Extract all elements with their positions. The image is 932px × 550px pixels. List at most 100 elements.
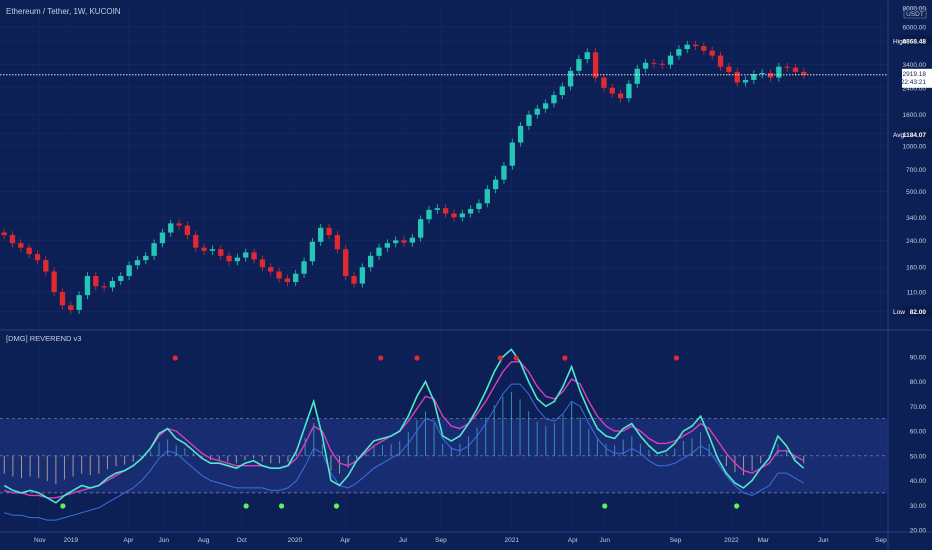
candle-body [293, 273, 299, 283]
candle-body [484, 189, 490, 204]
candle-body [567, 70, 574, 87]
candle-body [309, 241, 316, 262]
candle-body [576, 59, 582, 71]
candle-body [442, 208, 449, 214]
candle-body [376, 247, 382, 256]
oscillator-tick-label: 40.00 [910, 478, 927, 485]
price-tick-label: 1000.00 [903, 143, 927, 150]
bar-countdown-label: 22:43:21 [901, 79, 927, 86]
candle-body [501, 165, 507, 180]
candle-body [592, 52, 599, 78]
time-tick-label: 2019 [64, 537, 79, 544]
bottom-signal-dot [333, 503, 340, 509]
oscillator-tick-label: 70.00 [910, 404, 927, 411]
candle-body [401, 240, 407, 243]
currency-badge[interactable] [903, 7, 927, 19]
candle-body [59, 292, 66, 306]
price-tick-label: 700.00 [906, 167, 926, 174]
candle-body [109, 280, 116, 288]
candle-body [751, 74, 757, 80]
candle-body [368, 255, 374, 268]
time-tick-label: Jun [159, 537, 170, 544]
marker-box [902, 128, 932, 140]
candle-body [551, 95, 557, 104]
marker-value: 82.00 [910, 309, 927, 316]
time-tick-label: Mar [758, 537, 770, 544]
candle-body [526, 114, 532, 126]
bottom-signal-dot [278, 503, 285, 509]
marker-label: Low [893, 309, 905, 316]
candle-body [359, 267, 366, 284]
candle-body [451, 213, 457, 218]
candle-body [151, 243, 157, 256]
candle-body [792, 67, 799, 72]
top-signal-dot [497, 355, 503, 361]
top-signal-dot [414, 355, 420, 361]
candle-body [601, 77, 607, 88]
candle-body [26, 247, 32, 255]
price-tick-label: 340.00 [906, 215, 926, 222]
candle-body [343, 249, 349, 277]
candle-body [467, 209, 474, 214]
bottom-signal-dot [243, 503, 249, 509]
candle-body [326, 227, 332, 236]
marker-box [902, 34, 932, 46]
marker-label: Avg [893, 132, 904, 139]
candle-body [759, 72, 765, 75]
candle-body [534, 108, 540, 115]
time-tick-label: Apr [568, 537, 579, 544]
candle-body [784, 66, 790, 68]
top-signal-dot [513, 355, 519, 361]
time-tick-label: 2021 [505, 537, 520, 544]
candle-body [667, 55, 674, 65]
candle-body [259, 259, 266, 268]
candle-body [51, 271, 57, 293]
candle-body [776, 66, 782, 78]
price-tick-label: 2400.00 [903, 85, 927, 92]
candle-body [168, 223, 174, 233]
symbol-title: Ethereum / Tether, 1W, KUCOIN [6, 7, 121, 16]
candle-body [184, 225, 191, 236]
time-tick-label: Apr [123, 537, 134, 544]
candle-body [701, 46, 707, 51]
candle-body [434, 208, 440, 210]
candle-body [742, 79, 749, 83]
price-tick-label: 110.00 [907, 290, 927, 297]
price-tick-label: 500.00 [906, 189, 926, 196]
top-signal-dot [378, 355, 384, 361]
fast-signal-line [3, 348, 805, 504]
indicator-title: [DMG] REVEREND v3 [6, 334, 81, 343]
time-tick-label: Jun [818, 537, 829, 544]
currency-label: USDT [906, 11, 924, 18]
candle-body [143, 255, 149, 261]
outer-envelope-line [4, 383, 804, 521]
candle-body [509, 142, 515, 166]
marker-label: High [893, 38, 907, 45]
candle-body [84, 276, 91, 296]
candle-body [626, 83, 632, 99]
last-price-box [902, 68, 932, 88]
candle-body [218, 249, 224, 256]
candle-body [209, 249, 216, 251]
oscillator-tick-label: 20.00 [910, 528, 927, 535]
price-tick-label: 8000.00 [903, 6, 927, 13]
candle-body [476, 203, 482, 210]
candle-body [642, 62, 649, 69]
oscillator-tick-label: 80.00 [910, 379, 927, 386]
candle-body [284, 278, 291, 283]
candle-body [684, 44, 690, 50]
top-signal-dot [562, 355, 568, 361]
time-tick-label: Jul [399, 537, 408, 544]
candle-body [801, 71, 807, 75]
candle-body [234, 257, 241, 262]
candle-body [68, 305, 74, 310]
candle-body [268, 267, 274, 272]
oscillator-tick-label: 90.00 [910, 354, 927, 361]
candle-body [559, 86, 565, 96]
candle-body [692, 44, 699, 47]
candle-body [659, 63, 665, 65]
candle-body [276, 271, 282, 279]
time-tick-label: Sep [435, 537, 447, 544]
time-tick-label: Jun [599, 537, 610, 544]
